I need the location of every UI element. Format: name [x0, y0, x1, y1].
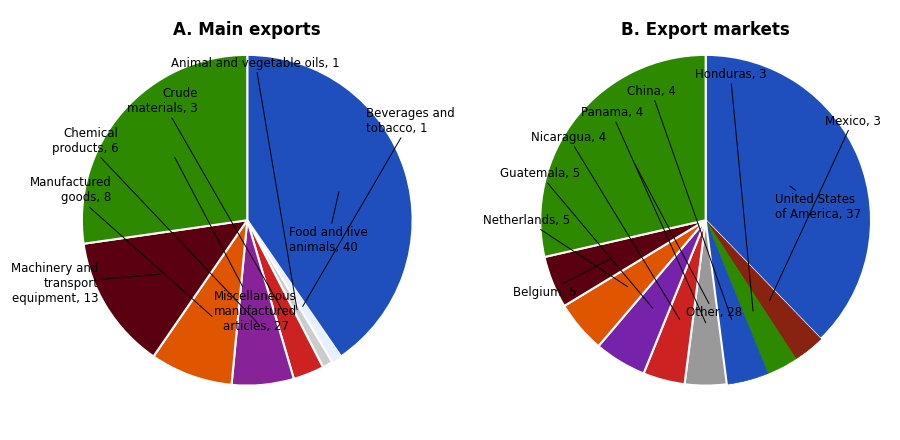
Text: Mexico, 3: Mexico, 3 — [770, 114, 880, 301]
Text: Chemical
products, 6: Chemical products, 6 — [51, 127, 257, 322]
Wedge shape — [706, 220, 796, 374]
Wedge shape — [540, 55, 706, 257]
Wedge shape — [564, 220, 706, 346]
Wedge shape — [248, 220, 332, 367]
Wedge shape — [685, 220, 727, 385]
Text: Guatemala, 5: Guatemala, 5 — [500, 168, 652, 308]
Title: B. Export markets: B. Export markets — [621, 22, 790, 40]
Wedge shape — [82, 55, 248, 244]
Text: United States
of America, 37: United States of America, 37 — [775, 186, 861, 221]
Wedge shape — [248, 55, 412, 356]
Wedge shape — [706, 220, 768, 384]
Text: Miscellaneous
manufactured
articles, 27: Miscellaneous manufactured articles, 27 — [175, 158, 297, 333]
Wedge shape — [706, 220, 821, 359]
Text: Machinery and
transport
equipment, 13: Machinery and transport equipment, 13 — [11, 261, 160, 304]
Text: Crude
materials, 3: Crude materials, 3 — [127, 87, 285, 315]
Text: Other, 28: Other, 28 — [634, 164, 742, 319]
Text: Belgium, 5: Belgium, 5 — [513, 259, 610, 300]
Text: China, 4: China, 4 — [627, 85, 732, 319]
Wedge shape — [84, 220, 248, 356]
Text: Food and live
animals, 40: Food and live animals, 40 — [289, 192, 367, 254]
Wedge shape — [154, 220, 248, 385]
Wedge shape — [248, 220, 341, 362]
Text: Netherlands, 5: Netherlands, 5 — [483, 214, 627, 287]
Text: Honduras, 3: Honduras, 3 — [695, 68, 766, 311]
Title: A. Main exports: A. Main exports — [174, 22, 321, 40]
Wedge shape — [706, 55, 871, 339]
Text: Animal and vegetable oils, 1: Animal and vegetable oils, 1 — [171, 57, 340, 310]
Wedge shape — [248, 220, 323, 379]
Wedge shape — [644, 220, 706, 384]
Text: Panama, 4: Panama, 4 — [580, 106, 706, 323]
Text: Manufactured
goods, 8: Manufactured goods, 8 — [30, 176, 212, 316]
Text: Beverages and
tobacco, 1: Beverages and tobacco, 1 — [302, 107, 455, 307]
Wedge shape — [598, 220, 706, 374]
Wedge shape — [231, 220, 293, 385]
Wedge shape — [544, 220, 706, 306]
Text: Nicaragua, 4: Nicaragua, 4 — [531, 131, 680, 319]
